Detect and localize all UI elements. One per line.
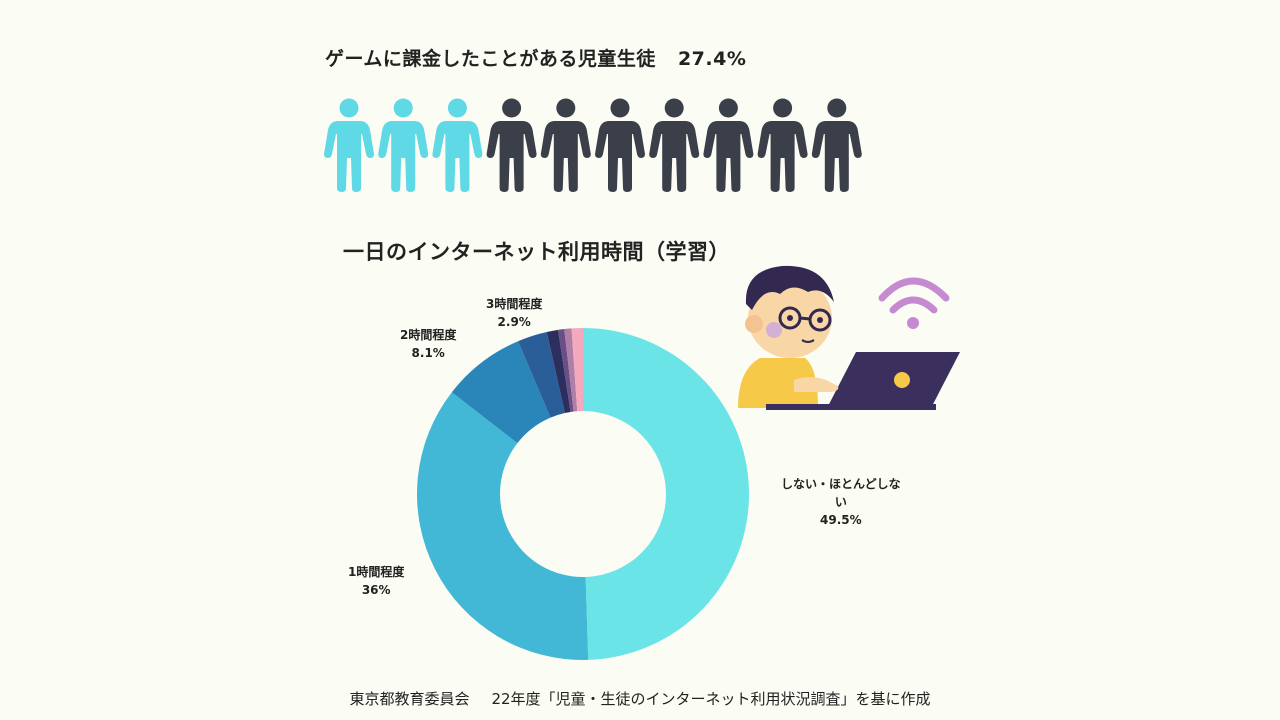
slice-label-none-line1: しない・ほとんどし xyxy=(781,477,889,491)
people-pictogram xyxy=(324,98,862,192)
donut-slice-7 xyxy=(571,328,583,412)
person-icon xyxy=(540,98,591,192)
donut-slice-5 xyxy=(558,329,574,412)
person-icon xyxy=(432,98,483,192)
child-laptop-illustration xyxy=(738,265,960,410)
slice-label-1h: 1時間程度 36% xyxy=(348,563,404,599)
person-icon xyxy=(378,98,429,192)
donut-slice-2 xyxy=(451,341,551,444)
slice-label-3h-value: 2.9% xyxy=(497,315,531,329)
person-icon xyxy=(595,98,645,192)
slice-label-none-name: しない・ほとんどしな xyxy=(781,475,901,493)
person-icon xyxy=(757,98,808,192)
laptop-icon xyxy=(766,352,960,410)
glasses-icon xyxy=(778,306,832,332)
slice-label-1h-value: 36% xyxy=(361,583,391,597)
donut-slice-0 xyxy=(583,328,749,660)
donut-slice-1 xyxy=(417,392,589,660)
donut-slice-4 xyxy=(546,329,571,413)
child-hand xyxy=(794,377,839,392)
person-icon xyxy=(486,98,537,192)
chart-title-top: ゲームに課金したことがある児童生徒 27.4% xyxy=(325,44,746,71)
person-icon xyxy=(324,98,374,192)
slice-label-2h: 2時間程度 8.1% xyxy=(400,326,456,362)
wifi-icon xyxy=(878,277,950,329)
donut-slice-3 xyxy=(518,331,565,418)
donut-slice-6 xyxy=(564,328,578,412)
footer-source: 22年度「児童・生徒のインターネット利用状況調査」を基に作成 xyxy=(491,690,931,708)
source-footer: 東京都教育委員会 22年度「児童・生徒のインターネット利用状況調査」を基に作成 xyxy=(0,688,1280,709)
top-title-text: ゲームに課金したことがある児童生徒 xyxy=(325,48,656,70)
slice-label-3h-name: 3時間程度 xyxy=(486,297,543,311)
chart-title: 一日のインターネット利用時間（学習） xyxy=(343,240,730,264)
slice-label-none-value: 49.5% xyxy=(820,513,862,527)
footer-org: 東京都教育委員会 xyxy=(349,690,470,708)
top-title-percent: 27.4% xyxy=(677,48,747,70)
slice-label-2h-value: 8.1% xyxy=(411,346,445,360)
slice-label-1h-name: 1時間程度 xyxy=(348,565,405,579)
child-figure xyxy=(738,265,834,408)
slice-label-none-wrap: い xyxy=(834,495,847,509)
slice-label-none: しない・ほとんどしな い 49.5% xyxy=(781,475,901,529)
person-icon xyxy=(703,98,754,192)
person-icon xyxy=(811,98,862,192)
slice-label-2h-name: 2時間程度 xyxy=(400,328,457,342)
slice-label-3h: 3時間程度 2.9% xyxy=(486,295,542,331)
person-icon xyxy=(649,98,700,192)
slice-label-none-line2: な xyxy=(888,477,901,491)
